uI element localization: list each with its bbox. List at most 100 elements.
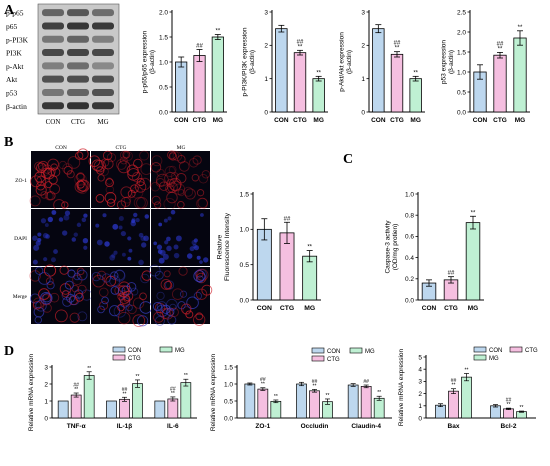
micro-column-label: CON <box>55 145 67 151</box>
micro-speck <box>168 165 177 174</box>
micro-speck <box>50 163 58 171</box>
micro-speck <box>119 156 128 165</box>
micro-speck <box>123 196 132 204</box>
bar-con <box>275 28 288 113</box>
y-axis-label-line: (β-actin) <box>448 50 455 74</box>
micro-row-label: Merge <box>13 294 28 300</box>
significance-mark: ** <box>316 70 321 76</box>
micro-speck <box>67 156 81 169</box>
micro-speck <box>43 264 57 277</box>
significance-mark-line: ## <box>394 41 401 47</box>
panel-label-a: A <box>4 3 15 18</box>
x-tick-label: CON <box>422 305 437 312</box>
micro-speck <box>44 191 54 201</box>
micro-speck <box>120 186 133 199</box>
significance-mark: ## <box>284 216 291 222</box>
y-axis-label: p53 expression(β-actin) <box>440 40 454 84</box>
micro-speck <box>161 308 174 320</box>
y-tick-label: 0 <box>44 415 48 422</box>
blot-band <box>67 62 89 70</box>
significance-mark: ## ** <box>394 41 401 52</box>
y-tick-label: 0.5 <box>224 398 233 405</box>
y-axis-label: p-p65/p65 expression(β-actin) <box>141 30 155 93</box>
bar-ctg <box>257 388 269 419</box>
y-tick-label: 3 <box>418 379 422 386</box>
legend-swatch-mg <box>159 346 173 353</box>
micro-speck <box>196 268 209 281</box>
y-tick-label: 1.0 <box>224 381 233 388</box>
bar-ctg <box>360 386 372 419</box>
blot-band <box>42 75 64 83</box>
y-tick-label: 2 <box>361 43 365 50</box>
bar-ctg <box>167 398 179 419</box>
y-tick-label: 0.6 <box>405 234 414 241</box>
significance-mark-line: ** <box>395 46 400 52</box>
y-tick-label: 1.5 <box>159 34 168 41</box>
y-tick-label: 1.0 <box>405 191 414 198</box>
micro-speck <box>177 201 185 209</box>
micro-speck <box>169 307 179 317</box>
micro-speck <box>118 215 124 221</box>
micro-speck <box>140 273 150 284</box>
y-tick-label: 0 <box>264 109 268 116</box>
micro-speck <box>130 220 137 227</box>
micro-speck <box>136 178 145 187</box>
bar-mg <box>270 400 282 419</box>
significance-mark: ## ** <box>497 41 504 52</box>
legend-swatch-mg <box>349 347 363 354</box>
y-axis-label: Relative mRNA expression <box>210 353 217 431</box>
blot-row-label: p53 <box>6 88 18 97</box>
micro-speck <box>138 232 144 238</box>
bar-mg <box>465 222 481 301</box>
micro-speck <box>63 165 73 175</box>
micro-speck <box>173 252 180 259</box>
y-tick-label: 0.5 <box>159 84 168 91</box>
micro-speck <box>74 151 84 160</box>
bar-mg <box>211 36 224 113</box>
significance-mark: ## ** <box>73 383 79 394</box>
micro-speck <box>118 281 131 294</box>
micro-speck <box>83 245 88 250</box>
significance-mark: ** <box>215 29 220 35</box>
blot-band <box>67 9 89 17</box>
x-tick-label: ZO-1 <box>255 423 270 430</box>
bar-ctg <box>193 55 206 113</box>
blot-band <box>42 49 64 57</box>
micro-speck <box>186 296 199 309</box>
significance-mark-line: ** <box>171 391 175 397</box>
micro-speck <box>186 253 193 259</box>
micro-speck <box>195 268 208 281</box>
micro-speck <box>93 159 107 173</box>
significance-mark: ## ** <box>312 379 318 390</box>
y-axis-label-line: p-PI3K/PI3K expression <box>241 27 248 96</box>
x-tick-label: TNF-α <box>67 423 86 430</box>
y-tick-label: 1.0 <box>240 227 250 234</box>
bar-mg <box>83 375 95 419</box>
significance-mark: ** <box>274 394 278 400</box>
micro-speck <box>184 188 196 200</box>
micro-speck <box>40 218 47 224</box>
micro-speck <box>121 296 131 306</box>
y-tick-label: 0 <box>361 109 365 116</box>
x-tick-label: CTG <box>390 117 404 124</box>
micro-speck <box>185 310 194 319</box>
x-tick-label: Claudin-4 <box>351 423 381 430</box>
micro-speck <box>162 253 169 260</box>
y-axis-label-line: Relative mRNA expression <box>28 353 35 431</box>
micro-speck <box>158 222 163 227</box>
micro-speck <box>173 244 179 250</box>
micro-speck <box>163 218 168 223</box>
blot-band <box>42 102 64 110</box>
y-axis-label-line: (β-actin) <box>149 50 156 74</box>
micro-speck <box>139 150 150 161</box>
micro-speck <box>152 301 163 312</box>
significance-mark: ** <box>471 210 476 216</box>
micro-column-label: CTG <box>116 145 127 151</box>
chart-caspase-activity: 0.0 0.2 0.4 0.6 0.8 1.0 Caspase-3 activity(OD/… <box>384 191 484 312</box>
significance-mark-line: ** <box>74 387 78 393</box>
micro-speck <box>135 217 140 223</box>
blot-band <box>67 22 89 30</box>
micro-speck <box>92 274 105 288</box>
legend-swatch-con <box>112 346 126 353</box>
micro-speck <box>102 158 114 170</box>
